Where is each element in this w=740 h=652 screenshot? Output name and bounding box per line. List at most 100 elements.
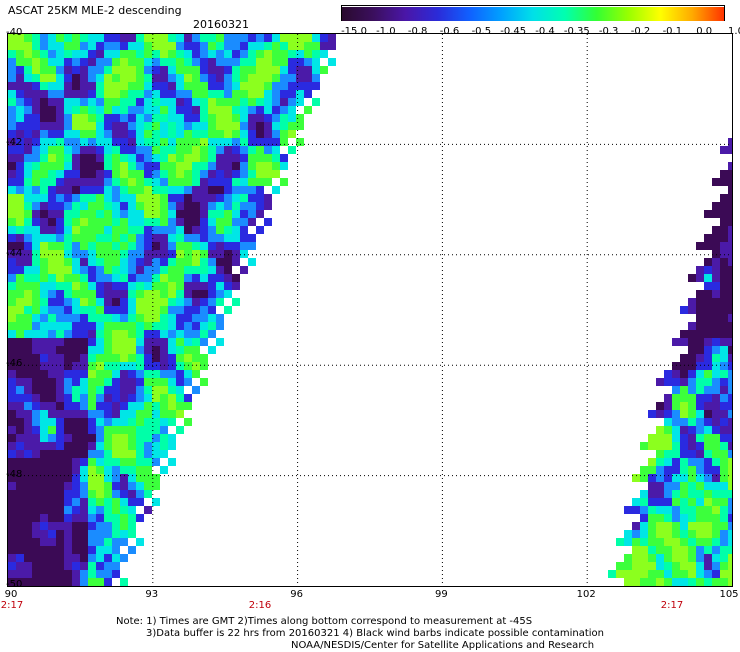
swath-cell — [184, 370, 192, 378]
swath-cell — [32, 226, 40, 234]
swath-cell — [624, 570, 632, 578]
swath-cell — [24, 506, 32, 514]
swath-cell — [160, 290, 168, 298]
swath-cell — [56, 418, 64, 426]
swath-cell — [632, 578, 640, 586]
swath-cell — [40, 218, 48, 226]
swath-cell — [136, 426, 144, 434]
swath-cell — [64, 50, 72, 58]
swath-cell — [144, 226, 152, 234]
swath-cell — [136, 34, 144, 42]
swath-cell — [648, 482, 656, 490]
swath-cell — [688, 306, 696, 314]
swath-cell — [48, 346, 56, 354]
swath-cell — [80, 314, 88, 322]
swath-cell — [96, 474, 104, 482]
swath-cell — [224, 234, 232, 242]
swath-cell — [712, 282, 720, 290]
swath-cell — [48, 378, 56, 386]
swath-cell — [120, 402, 128, 410]
swath-cell — [656, 506, 664, 514]
swath-cell — [104, 442, 112, 450]
swath-cell — [168, 282, 176, 290]
swath-cell — [96, 202, 104, 210]
swath-cell — [40, 426, 48, 434]
swath-cell — [712, 362, 720, 370]
swath-cell — [48, 354, 56, 362]
swath-cell — [144, 442, 152, 450]
swath-cell — [160, 306, 168, 314]
swath-cell — [104, 138, 112, 146]
swath-cell — [104, 354, 112, 362]
swath-cell — [168, 202, 176, 210]
swath-cell — [632, 530, 640, 538]
swath-cell — [136, 450, 144, 458]
swath-cell — [168, 338, 176, 346]
swath-cell — [72, 386, 80, 394]
swath-cell — [136, 82, 144, 90]
swath-cell — [192, 130, 200, 138]
swath-cell — [24, 34, 32, 42]
swath-cell — [56, 538, 64, 546]
swath-cell — [208, 66, 216, 74]
swath-cell — [192, 306, 200, 314]
swath-cell — [256, 90, 264, 98]
swath-cell — [104, 426, 112, 434]
swath-cell — [136, 130, 144, 138]
swath-cell — [200, 170, 208, 178]
swath-cell — [80, 146, 88, 154]
swath-cell — [720, 202, 728, 210]
swath-cell — [32, 202, 40, 210]
swath-cell — [720, 258, 728, 266]
swath-cell — [8, 426, 16, 434]
swath-cell — [688, 466, 696, 474]
swath-cell — [688, 522, 696, 530]
swath-cell — [256, 162, 264, 170]
swath-cell — [72, 186, 80, 194]
swath-cell — [704, 266, 712, 274]
swath-cell — [224, 146, 232, 154]
swath-cell — [96, 562, 104, 570]
swath-cell — [104, 266, 112, 274]
swath-cell — [160, 202, 168, 210]
swath-cell — [184, 242, 192, 250]
swath-cell — [728, 354, 732, 362]
swath-cell — [88, 474, 96, 482]
swath-cell — [728, 538, 732, 546]
swath-cell — [8, 50, 16, 58]
swath-cell — [168, 410, 176, 418]
swath-cell — [312, 74, 320, 82]
swath-cell — [160, 178, 168, 186]
swath-cell — [696, 338, 704, 346]
swath-cell — [144, 322, 152, 330]
swath-cell — [64, 170, 72, 178]
swath-cell — [648, 466, 656, 474]
swath-cell — [96, 90, 104, 98]
swath-cell — [24, 226, 32, 234]
swath-cell — [24, 418, 32, 426]
swath-cell — [24, 266, 32, 274]
swath-cell — [160, 426, 168, 434]
swath-cell — [184, 394, 192, 402]
swath-cell — [216, 162, 224, 170]
swath-cell — [728, 226, 732, 234]
swath-cell — [152, 34, 160, 42]
swath-cell — [296, 42, 304, 50]
swath-cell — [680, 306, 688, 314]
swath-cell — [168, 394, 176, 402]
swath-cell — [728, 514, 732, 522]
swath-cell — [72, 434, 80, 442]
swath-cell — [240, 186, 248, 194]
swath-cell — [304, 106, 312, 114]
swath-cell — [672, 410, 680, 418]
swath-cell — [672, 522, 680, 530]
swath-cell — [280, 138, 288, 146]
swath-cell — [24, 362, 32, 370]
swath-cell — [16, 154, 24, 162]
swath-cell — [112, 306, 120, 314]
swath-cell — [160, 266, 168, 274]
swath-cell — [232, 146, 240, 154]
swath-cell — [712, 394, 720, 402]
swath-cell — [24, 74, 32, 82]
swath-cell — [288, 34, 296, 42]
